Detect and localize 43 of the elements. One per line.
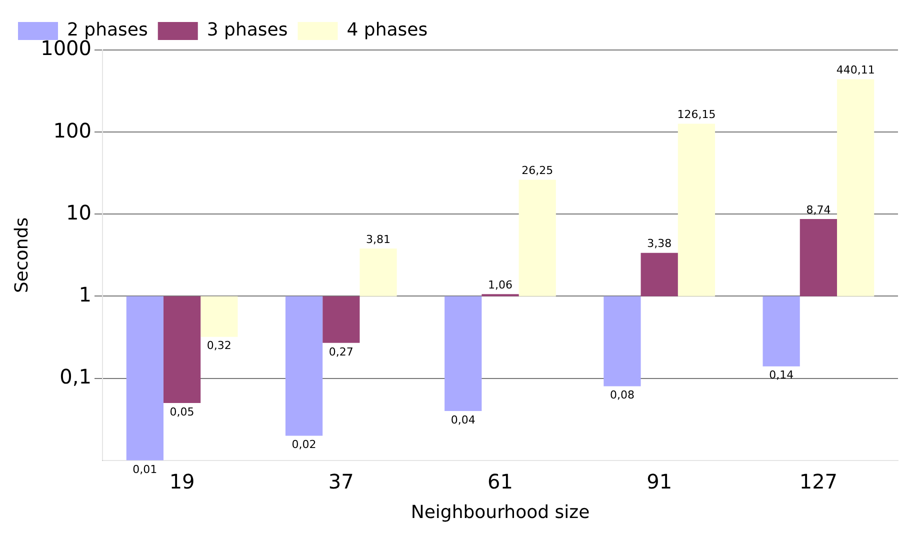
data-label: 0,02 <box>292 438 316 452</box>
y-tick-label: 10 <box>66 200 92 224</box>
x-tick-label: 37 <box>328 470 354 494</box>
bar <box>200 296 238 337</box>
x-tick-label: 19 <box>169 470 195 494</box>
data-label: 3,81 <box>366 232 391 246</box>
bar <box>163 296 201 404</box>
legend-label: 4 phases <box>346 20 428 41</box>
bar <box>604 296 641 386</box>
bar <box>285 296 323 436</box>
data-label: 0,04 <box>450 413 476 426</box>
y-tick-label: 100 <box>53 118 92 142</box>
data-label: 0,27 <box>328 345 354 358</box>
data-label: 0,05 <box>170 405 194 418</box>
y-tick-label: 0,1 <box>60 364 92 389</box>
bar <box>762 296 800 366</box>
bar <box>678 124 716 296</box>
y-tick-label: 1 <box>78 282 92 306</box>
bar <box>518 180 556 296</box>
bar <box>444 296 482 411</box>
legend-label: 3 phases <box>206 20 288 41</box>
data-label: 440,11 <box>836 64 875 77</box>
bar <box>126 296 164 460</box>
x-tick-label: 91 <box>646 470 672 494</box>
x-axis-title: Neighbourhood size <box>410 502 590 523</box>
bar <box>837 79 874 296</box>
legend-label: 2 phases <box>67 20 148 41</box>
data-label: 0,08 <box>610 388 634 402</box>
x-tick-label: 127 <box>799 470 838 494</box>
x-tick-label: 61 <box>488 470 513 494</box>
bar <box>640 252 678 296</box>
data-label: 0,14 <box>769 368 794 382</box>
bar <box>800 218 838 296</box>
data-label: 8,74 <box>806 203 831 216</box>
data-label: 26,25 <box>522 164 554 178</box>
data-label: 126,15 <box>677 108 716 122</box>
data-label: 0,01 <box>132 462 158 476</box>
data-label: 3,38 <box>647 237 672 250</box>
bar <box>360 248 397 296</box>
bar <box>322 296 360 343</box>
data-label: 1,06 <box>488 278 512 292</box>
y-axis-title: Seconds <box>11 217 32 294</box>
data-label: 0,32 <box>206 339 232 352</box>
